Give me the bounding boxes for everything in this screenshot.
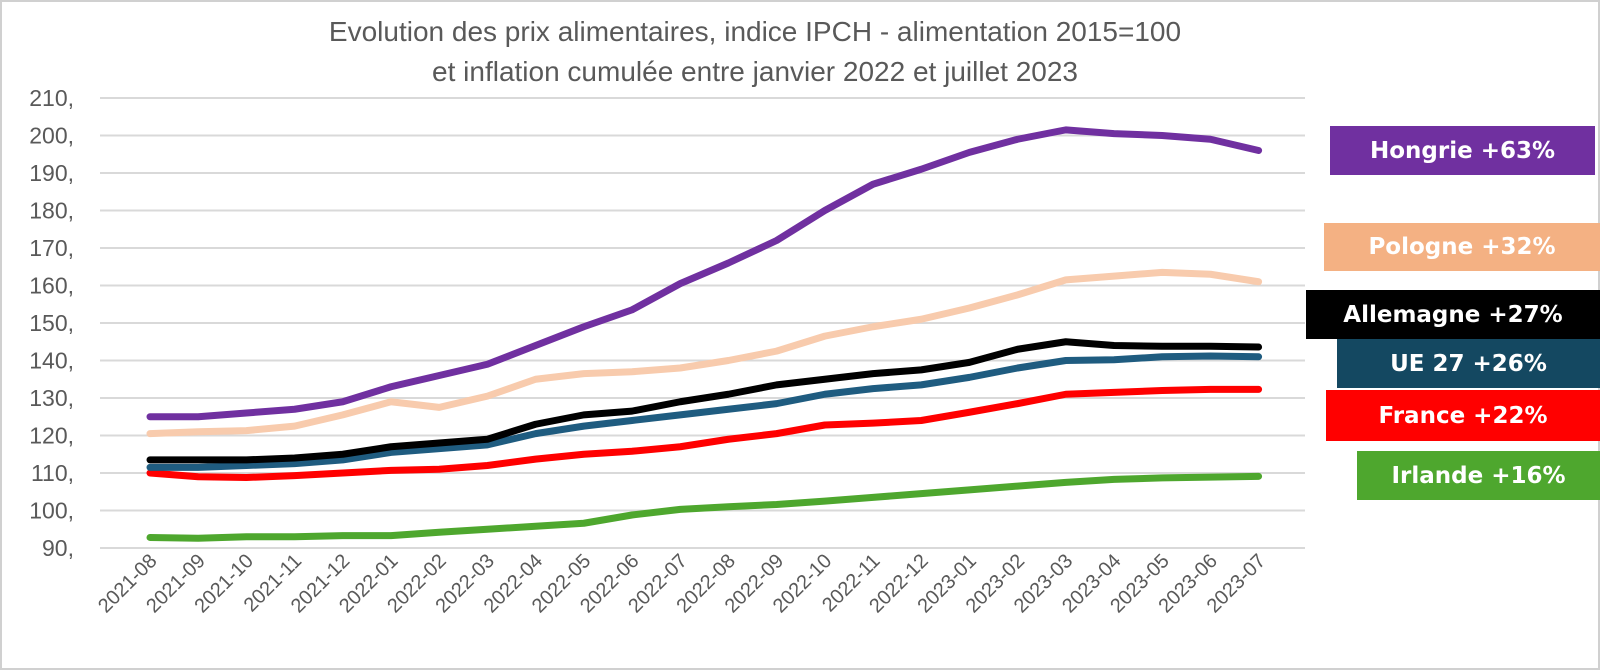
series-line bbox=[146, 338, 1263, 464]
series-label: France +22% bbox=[1326, 390, 1600, 441]
y-tick-label: 200, bbox=[29, 123, 74, 149]
series-label: Irlande +16% bbox=[1357, 451, 1600, 500]
chart-title-block: Evolution des prix alimentaires, indice … bbox=[150, 12, 1360, 92]
series-label: Hongrie +63% bbox=[1330, 126, 1595, 175]
series-line bbox=[146, 385, 1263, 481]
y-tick-label: 90, bbox=[42, 535, 74, 561]
y-tick-label: 130, bbox=[29, 385, 74, 411]
y-tick-label: 100, bbox=[29, 498, 74, 524]
y-tick-label: 180, bbox=[29, 198, 74, 224]
y-tick-label: 160, bbox=[29, 273, 74, 299]
series-line bbox=[146, 472, 1263, 542]
y-tick-label: 150, bbox=[29, 310, 74, 336]
y-tick-label: 120, bbox=[29, 423, 74, 449]
y-tick-label: 210, bbox=[29, 85, 74, 111]
series-line bbox=[146, 352, 1263, 471]
series-label: Allemagne +27% bbox=[1306, 290, 1600, 339]
series-label: UE 27 +26% bbox=[1337, 339, 1600, 388]
y-tick-label: 190, bbox=[29, 160, 74, 186]
series-line bbox=[146, 268, 1263, 438]
chart-title: Evolution des prix alimentaires, indice … bbox=[328, 16, 1182, 47]
y-tick-label: 140, bbox=[29, 348, 74, 374]
series-line bbox=[146, 126, 1263, 421]
series-label: Pologne +32% bbox=[1324, 223, 1600, 271]
chart-subtitle: et inflation cumulée entre janvier 2022 … bbox=[432, 56, 1078, 87]
y-tick-label: 110, bbox=[31, 460, 74, 486]
y-tick-label: 170, bbox=[29, 235, 74, 261]
